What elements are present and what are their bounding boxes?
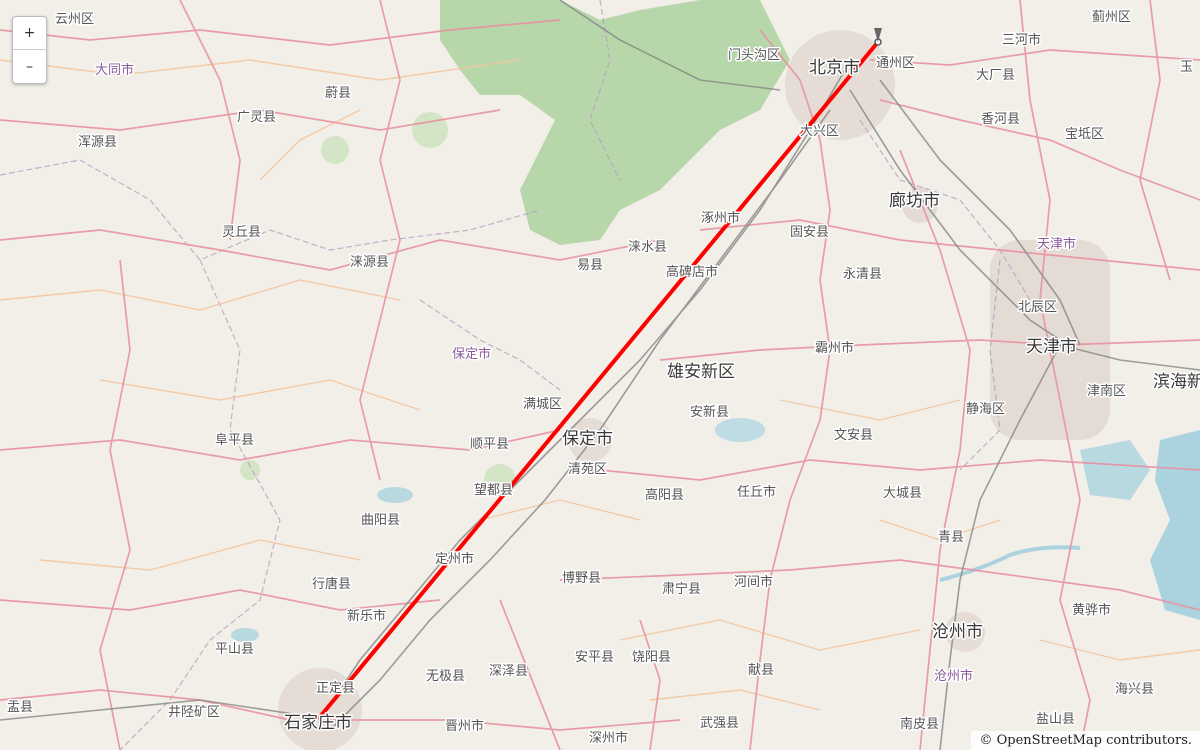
place-label-hunyuan: 浑源县 [78, 135, 117, 150]
zoom-in-button[interactable]: + [13, 17, 46, 50]
place-label-shijiazhuang: 石家庄市 [284, 713, 352, 733]
place-label-fuping: 阜平县 [215, 432, 254, 448]
place-label-raoyang: 饶阳县 [632, 650, 671, 665]
place-label-dachang: 大厂县 [976, 68, 1015, 83]
place-label-quyang: 曲阳县 [361, 513, 400, 528]
place-label-binhai: 滨海新 [1153, 372, 1200, 392]
place-label-shenze: 深泽县 [489, 664, 528, 679]
attribution-suffix: contributors. [1106, 733, 1192, 748]
place-label-baoding: 保定市 [562, 429, 613, 449]
place-label-laishui: 涞水县 [628, 240, 667, 255]
place-label-lingqiu: 灵丘县 [222, 225, 261, 240]
place-label-jinzhou: 晋州市 [445, 718, 484, 734]
place-label-tongzhou: 通州区 [876, 56, 915, 71]
place-label-cangzhou: 沧州市 [932, 622, 983, 642]
place-label-wangdu: 望都县 [474, 482, 513, 498]
place-label-gaobeidian: 高碑店市 [666, 264, 718, 280]
place-label-xiongan: 雄安新区 [667, 362, 735, 382]
place-label-yuxian: 蔚县 [325, 86, 351, 101]
water-bodies [231, 418, 1200, 642]
zoom-out-button[interactable]: – [13, 50, 46, 83]
place-label-tianjin_region: 天津市 [1037, 236, 1076, 252]
place-label-yunzhou: 云州区 [55, 12, 94, 27]
place-label-mentougou: 门头沟区 [728, 48, 780, 63]
place-label-anxin: 安新县 [690, 404, 729, 420]
place-label-yongqing: 永清县 [843, 267, 882, 282]
place-label-dingzhou: 定州市 [435, 551, 474, 567]
place-label-shenzhou: 深州市 [589, 730, 628, 746]
place-label-yancun: 盐山县 [1036, 712, 1075, 727]
place-label-laiyuan: 涞源县 [350, 255, 389, 270]
place-label-xinle: 新乐市 [347, 608, 386, 624]
place-label-beichen: 北辰区 [1018, 300, 1057, 315]
place-label-suning: 肃宁县 [662, 581, 701, 597]
place-label-beijing: 北京市 [809, 58, 860, 78]
place-label-xingtang: 行唐县 [312, 576, 351, 592]
place-label-gaoyang: 高阳县 [645, 487, 684, 503]
place-label-wenan: 文安县 [834, 428, 873, 443]
place-label-xianghe: 香河县 [981, 112, 1020, 127]
place-label-anping: 安平县 [575, 650, 614, 665]
attribution: © OpenStreetMap contributors. [971, 731, 1200, 750]
place-label-xianxian: 献县 [748, 663, 774, 678]
place-label-wuqiang: 武强县 [700, 716, 739, 731]
minor-roads [0, 59, 1200, 711]
place-label-daicheng: 大城县 [883, 486, 922, 501]
place-label-guangling: 广灵县 [237, 110, 276, 125]
place-label-renqiu: 任丘市 [737, 484, 776, 500]
place-label-wuji: 无极县 [426, 669, 465, 684]
place-label-tianjin: 天津市 [1026, 337, 1077, 357]
place-label-baodi: 宝坻区 [1065, 126, 1104, 142]
place-label-boye: 博野县 [562, 571, 601, 586]
place-label-jingxing: 井陉矿区 [168, 705, 220, 720]
place-label-guan: 固安县 [790, 225, 829, 240]
map-pin-icon [874, 28, 882, 42]
place-label-yixian: 易县 [577, 258, 603, 273]
forest-area [440, 0, 790, 245]
place-label-qingxian: 青县 [938, 530, 964, 545]
place-label-haixing: 海兴县 [1115, 682, 1154, 697]
place-label-sanhe: 三河市 [1002, 32, 1041, 48]
place-label-jinghai: 静海区 [966, 402, 1005, 417]
osm-link[interactable]: OpenStreetMap [996, 733, 1103, 748]
route-line [317, 28, 882, 720]
place-label-datong: 大同市 [95, 62, 134, 78]
place-label-bazhou: 霸州市 [815, 340, 854, 356]
place-label-cangzhou_region: 沧州市 [934, 668, 973, 684]
place-label-zhengding: 正定县 [316, 681, 355, 696]
place-label-baoding_region: 保定市 [452, 346, 491, 362]
place-label-pingshan: 平山县 [215, 642, 254, 657]
place-label-mancheng: 满城区 [523, 397, 562, 412]
place-label-jinnan: 津南区 [1087, 383, 1126, 399]
place-label-qingyuan: 清苑区 [568, 462, 607, 477]
place-label-huanghua: 黄骅市 [1072, 602, 1111, 618]
place-label-yuxian2: 盂县 [7, 700, 33, 715]
place-label-daxing: 大兴区 [800, 124, 839, 139]
place-label-nanpi: 南皮县 [900, 716, 939, 732]
place-label-yutian: 玉 [1180, 60, 1193, 75]
place-label-shunping: 顺平县 [470, 437, 509, 452]
place-label-zhuozhou: 涿州市 [701, 210, 740, 226]
place-label-langfang: 廊坊市 [889, 191, 940, 211]
place-label-hejian: 河间市 [734, 574, 773, 590]
copyright-symbol: © [979, 733, 993, 748]
zoom-control: + – [12, 16, 47, 84]
place-label-jizhou: 蓟州区 [1092, 10, 1131, 25]
